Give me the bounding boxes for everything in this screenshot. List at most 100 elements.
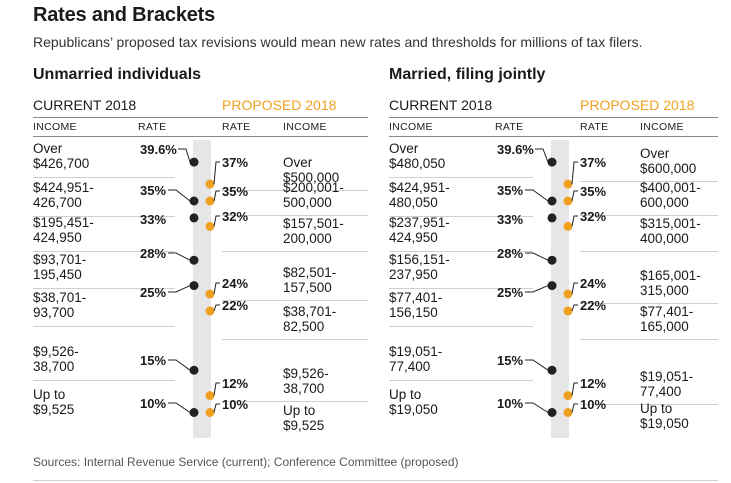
married-current-dot-1 <box>547 196 557 206</box>
source-note: Sources: Internal Revenue Service (curre… <box>33 455 459 469</box>
married-proposed-leader-4 <box>571 304 578 312</box>
married-proposed-leader-3 <box>571 282 578 295</box>
married-proposed-row-rule-0 <box>580 181 718 182</box>
unmarried-current-row-rule-2 <box>33 251 175 252</box>
unmarried-current-row-rule-0 <box>33 177 175 178</box>
married-proposed-income-0: Over $600,000 <box>640 146 697 176</box>
married-proposed-row-rule-4 <box>580 339 718 340</box>
married-proposed-dot-0 <box>563 179 573 189</box>
married-current-row-rule-5 <box>389 380 533 381</box>
unmarried-proposed-income-1: $200,001- 500,000 <box>283 180 344 210</box>
married-current-leader-0 <box>535 148 549 163</box>
unmarried-colhdr-rule <box>33 136 368 137</box>
unmarried-current-row-rule-1 <box>33 216 175 217</box>
married-proposed-rate-2: 32% <box>580 209 607 224</box>
unmarried-proposed-rate-0: 37% <box>222 155 249 170</box>
married-proposed-dot-5 <box>563 391 573 401</box>
unmarried-current-rate-3: 28% <box>140 246 167 261</box>
married-current-income-1: $424,951- 480,050 <box>389 180 450 210</box>
unmarried-panel-title: Unmarried individuals <box>33 66 202 83</box>
married-current-rate-3: 28% <box>497 246 524 261</box>
unmarried-current-income-1: $424,951- 426,700 <box>33 180 94 210</box>
unmarried-proposed-leader-5 <box>213 382 220 396</box>
married-proposed-dot-6 <box>563 408 573 417</box>
unmarried-current-leader-0 <box>178 148 191 163</box>
married-current-dot-2 <box>547 213 557 223</box>
married-proposed-rate-4: 22% <box>580 298 607 313</box>
married-current-row-rule-4 <box>389 326 533 327</box>
unmarried-current-row-rule-5 <box>33 380 175 381</box>
married-current-leader-3 <box>525 252 549 261</box>
married-current-income-6: Up to $19,050 <box>389 387 438 417</box>
unmarried-proposed-rate-3: 24% <box>222 276 249 291</box>
unmarried-proposed-income-2: $157,501- 200,000 <box>283 216 344 246</box>
unmarried-proposed-leader-0 <box>213 161 220 185</box>
unmarried-current-leader-6 <box>168 402 191 413</box>
married-proposed-row-rule-5 <box>580 404 718 405</box>
married-proposed-income-col: INCOME <box>640 121 684 133</box>
unmarried-header-rule <box>33 117 368 118</box>
unmarried-proposed-rate-4: 22% <box>222 298 249 313</box>
married-current-rate-col: RATE <box>495 121 524 133</box>
bottom-rule <box>33 480 718 481</box>
unmarried-proposed-dot-2 <box>205 221 215 231</box>
married-proposed-rate-3: 24% <box>580 276 607 291</box>
married-current-rate-2: 33% <box>497 212 524 227</box>
married-proposed-dot-4 <box>563 306 573 316</box>
married-current-leader-1 <box>525 189 549 202</box>
married-proposed-leader-0 <box>571 161 578 185</box>
unmarried-current-rate-2: 33% <box>140 212 167 227</box>
married-proposed-leader-1 <box>571 190 578 202</box>
unmarried-current-header: CURRENT 2018 <box>33 97 137 113</box>
married-rate-bar <box>551 140 569 438</box>
unmarried-proposed-row-rule-4 <box>222 339 368 340</box>
married-colhdr-rule <box>389 136 718 137</box>
unmarried-proposed-leader-2 <box>213 215 220 227</box>
married-current-dot-5 <box>547 365 557 375</box>
unmarried-current-rate-1: 35% <box>140 183 167 198</box>
unmarried-current-rate-4: 25% <box>140 285 167 300</box>
unmarried-proposed-rate-6: 10% <box>222 397 249 412</box>
unmarried-current-leader-4 <box>168 285 191 293</box>
unmarried-proposed-row-rule-1 <box>222 215 368 216</box>
unmarried-current-leader-5 <box>168 359 191 371</box>
married-proposed-dot-3 <box>563 289 573 299</box>
married-current-leader-5 <box>525 359 549 371</box>
unmarried-current-dot-2 <box>189 213 199 223</box>
married-current-rate-4: 25% <box>497 285 524 300</box>
unmarried-proposed-leader-6 <box>213 403 220 413</box>
unmarried-current-income-0: Over $426,700 <box>33 141 90 171</box>
married-current-dot-6 <box>547 408 557 417</box>
unmarried-proposed-leader-4 <box>213 304 220 312</box>
unmarried-proposed-leader-1 <box>213 190 220 202</box>
unmarried-proposed-row-rule-3 <box>222 300 368 301</box>
unmarried-proposed-dot-5 <box>205 391 215 401</box>
unmarried-current-income-3: $93,701- 195,450 <box>33 252 87 282</box>
unmarried-proposed-income-4: $38,701- 82,500 <box>283 304 337 334</box>
married-current-leader-6 <box>525 402 549 413</box>
married-proposed-income-2: $315,001- 400,000 <box>640 216 701 246</box>
unmarried-current-income-5: $9,526- 38,700 <box>33 344 79 374</box>
unmarried-proposed-income-3: $82,501- 157,500 <box>283 265 337 295</box>
unmarried-current-rate-6: 10% <box>140 396 167 411</box>
unmarried-proposed-dot-4 <box>205 306 215 316</box>
married-current-income-col: INCOME <box>389 121 433 133</box>
married-current-income-2: $237,951- 424,950 <box>389 215 450 245</box>
married-current-income-0: Over $480,050 <box>389 141 446 171</box>
unmarried-current-income-2: $195,451- 424,950 <box>33 215 94 245</box>
unmarried-proposed-income-5: $9,526- 38,700 <box>283 366 329 396</box>
married-proposed-rate-0: 37% <box>580 155 607 170</box>
unmarried-proposed-rate-5: 12% <box>222 376 249 391</box>
unmarried-current-dot-6 <box>189 408 199 417</box>
unmarried-proposed-row-rule-5 <box>222 401 368 402</box>
unmarried-current-rate-0: 39.6% <box>140 142 177 157</box>
married-current-row-rule-1 <box>389 216 533 217</box>
married-current-rate-0: 39.6% <box>497 142 534 157</box>
married-current-header: CURRENT 2018 <box>389 97 493 113</box>
unmarried-proposed-dot-0 <box>205 179 215 189</box>
married-proposed-dot-2 <box>563 221 573 231</box>
married-panel-title: Married, filing jointly <box>389 66 546 83</box>
unmarried-proposed-income-col: INCOME <box>283 121 327 133</box>
unmarried-current-leader-1 <box>168 189 191 202</box>
